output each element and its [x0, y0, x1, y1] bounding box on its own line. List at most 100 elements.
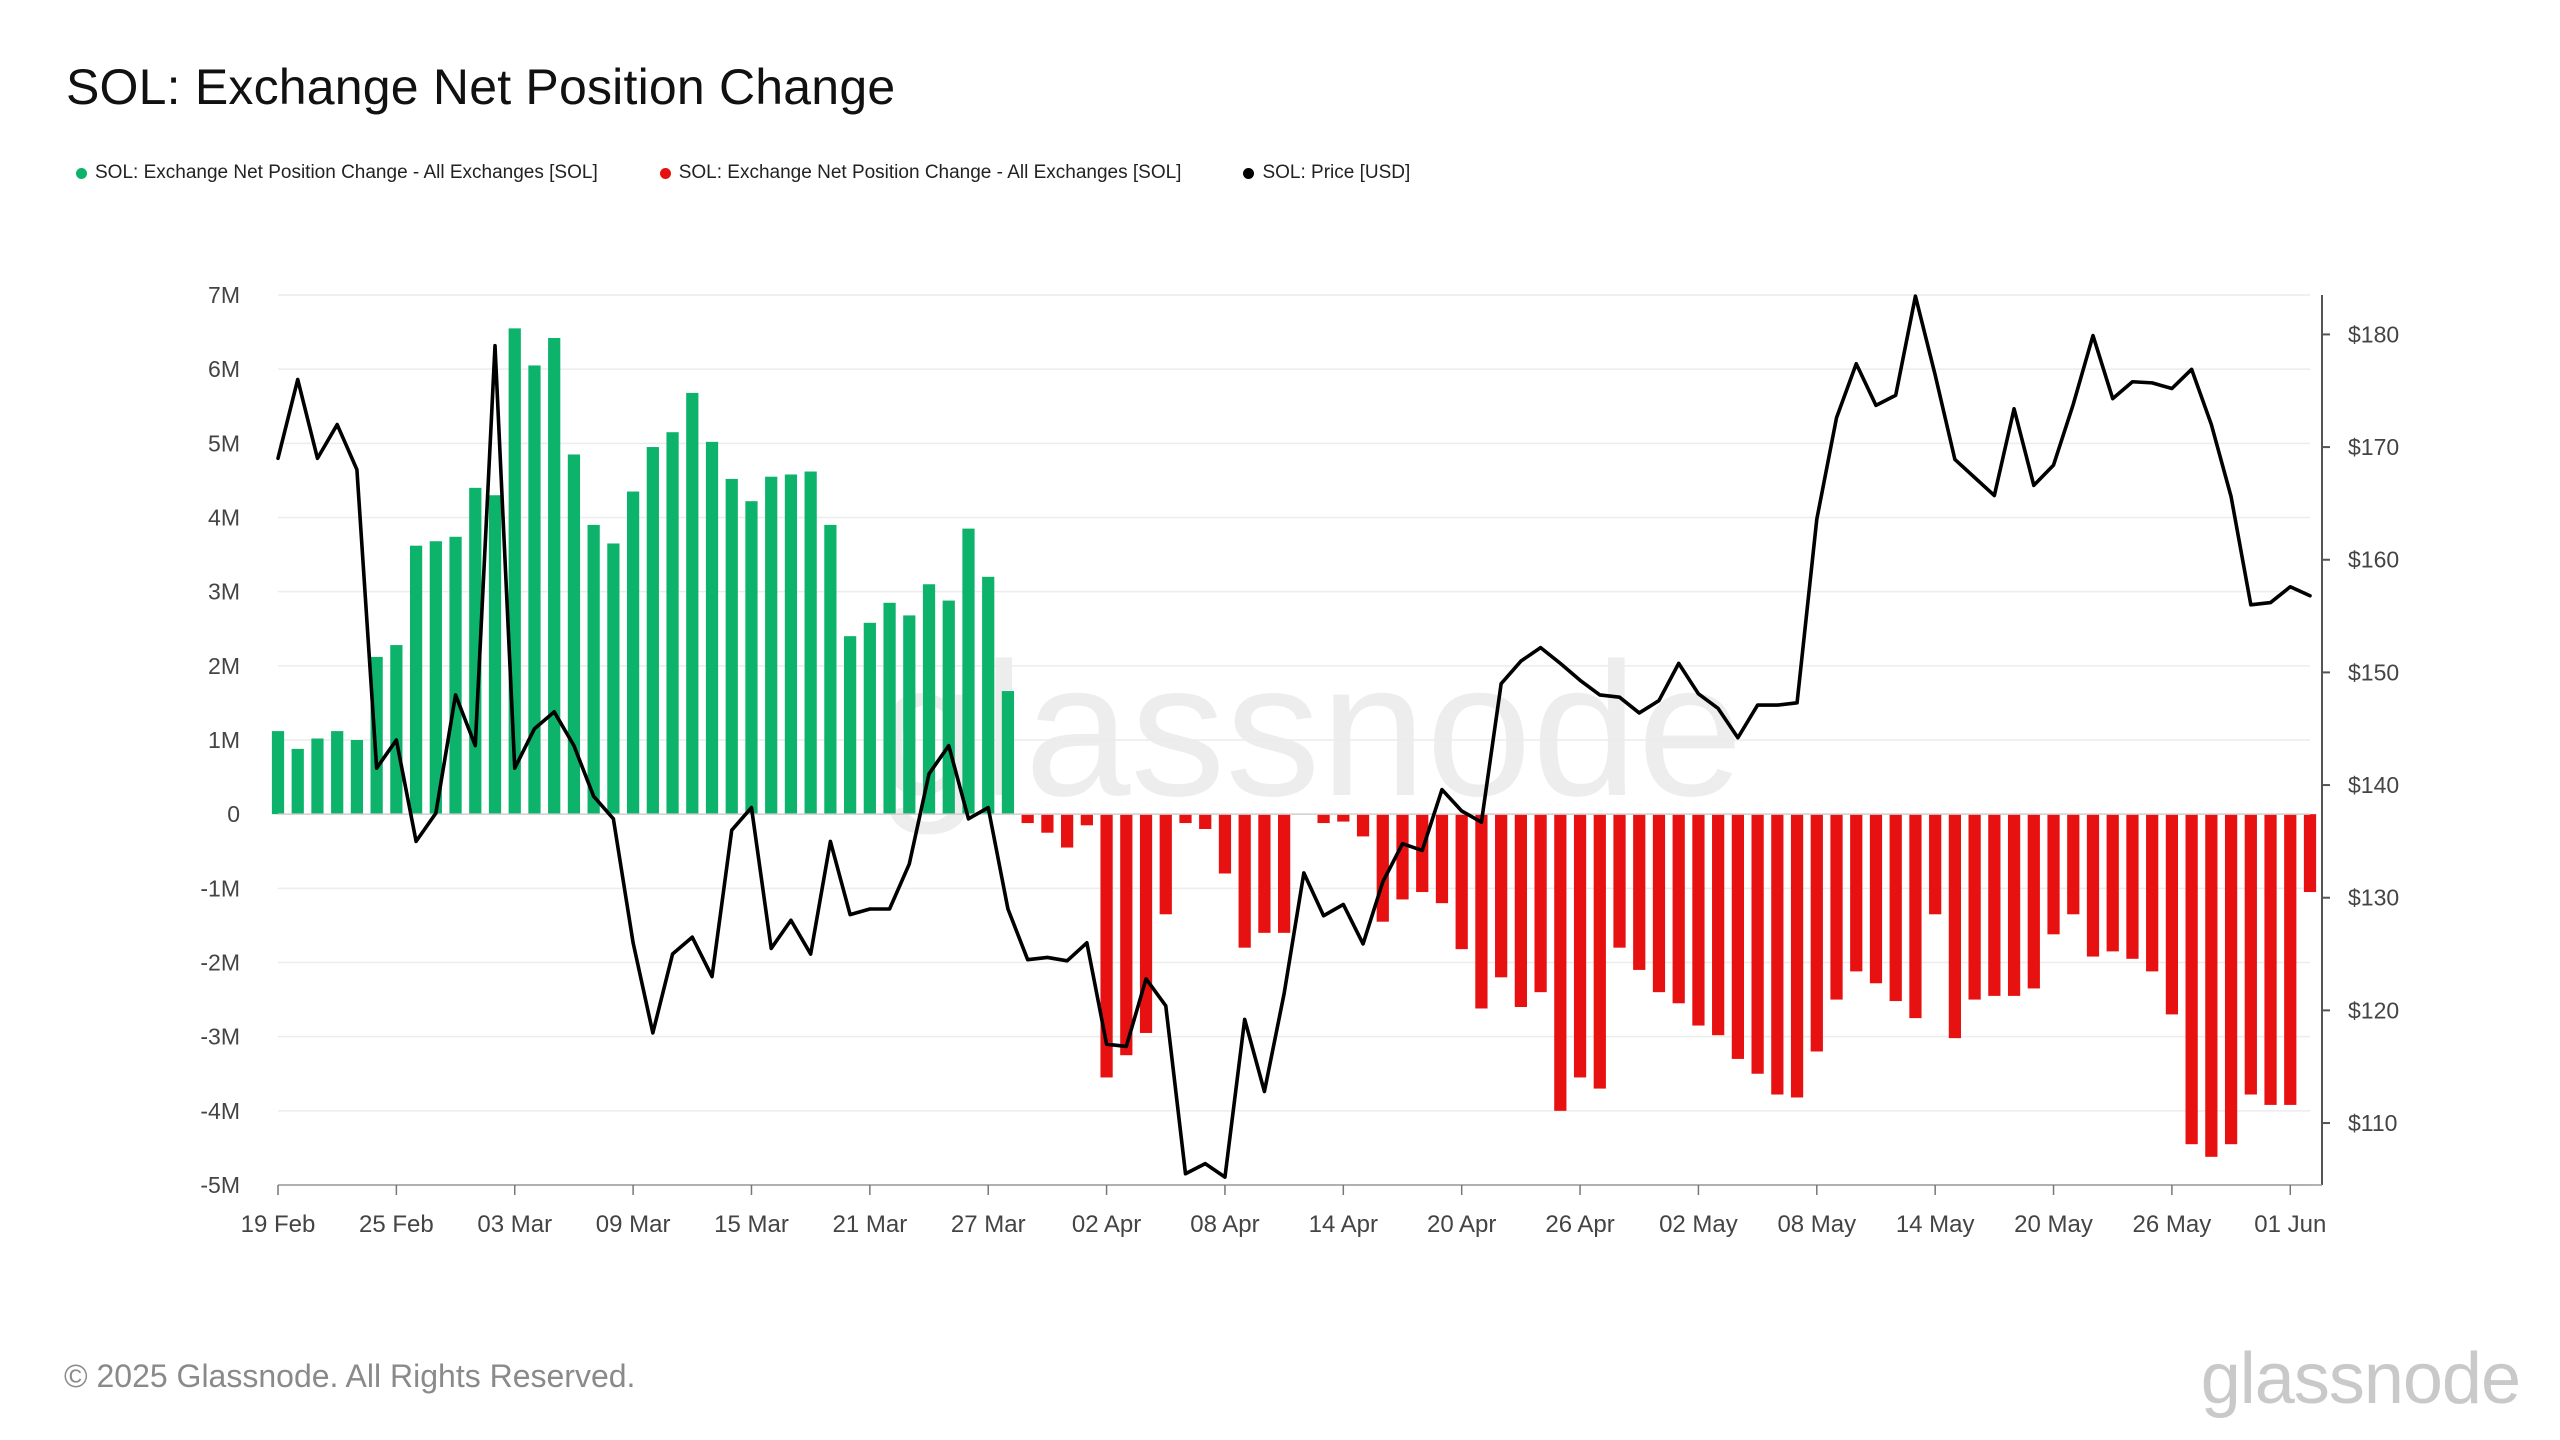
bar-positive: [331, 731, 344, 815]
left-axis-tick-label: -3M: [200, 1024, 240, 1050]
bar-positive: [922, 584, 936, 815]
legend-dot-red-icon: [659, 167, 671, 179]
x-axis-tick-label: 20 Apr: [1427, 1211, 1496, 1238]
bar-positive: [784, 474, 798, 815]
left-axis-tick-label: 3M: [208, 579, 240, 605]
bar-negative: [1021, 814, 1034, 824]
left-axis-tick-label: 2M: [208, 653, 240, 679]
bar-negative: [2047, 814, 2060, 935]
bar-negative: [1179, 814, 1192, 824]
x-axis-tick-label: 14 Apr: [1309, 1211, 1378, 1238]
right-axis-tick-label: $140: [2348, 772, 2399, 798]
bar-negative: [2027, 814, 2040, 989]
bar-negative: [1514, 814, 1527, 1007]
bar-negative: [1554, 814, 1567, 1111]
bar-positive: [350, 740, 364, 815]
legend-dot-black-icon: [1243, 167, 1255, 179]
bar-negative: [1909, 814, 1922, 1019]
bar-negative: [1652, 814, 1666, 993]
bar-negative: [1455, 814, 1468, 950]
legend-item-inflow[interactable]: SOL: Exchange Net Position Change - All …: [76, 162, 598, 184]
chart-title: SOL: Exchange Net Position Change: [66, 59, 896, 115]
bar-negative: [2086, 814, 2100, 957]
axes: 7M 6M 5M 4M 3M 2M 1M 0 -1M -2M -3M -4M -5M $180 $170 $1…: [200, 282, 2399, 1238]
bar-negative: [2205, 814, 2218, 1157]
gridlines: [278, 294, 2310, 1186]
bar-negative: [1850, 814, 1863, 972]
bar-positive: [567, 454, 581, 815]
bar-positive: [962, 528, 975, 815]
bar-negative: [1534, 814, 1547, 993]
bar-positive: [824, 524, 837, 815]
x-axis-tick-label: 02 Apr: [1072, 1211, 1141, 1238]
right-axis-tick-label: $150: [2348, 659, 2399, 685]
bar-negative: [1751, 814, 1764, 1074]
legend-dot-green-icon: [76, 167, 87, 179]
bar-positive: [765, 476, 778, 815]
legend-label-price: SOL: Price [USD]: [1262, 162, 1411, 183]
bar-negative: [1988, 814, 2001, 996]
bar-positive: [548, 338, 561, 815]
watermark: glassnode: [877, 624, 1743, 836]
right-axis-tick-label: $130: [2348, 885, 2399, 911]
bar-negative: [1435, 814, 1449, 904]
left-axis-tick-label: -2M: [200, 950, 240, 976]
bar-negative: [1593, 814, 1606, 1089]
bar-positive: [804, 471, 817, 815]
bar-positive: [942, 600, 955, 815]
bar-negative: [1100, 814, 1113, 1078]
x-axis-tick-label: 19 Feb: [241, 1211, 316, 1238]
bar-positive: [844, 636, 857, 815]
bar-negative: [1810, 814, 1823, 1052]
bar-negative: [1968, 814, 1981, 1000]
bar-positive: [686, 392, 699, 815]
legend-label-outflow: SOL: Exchange Net Position Change - All …: [678, 162, 1182, 183]
bar-negative: [1633, 814, 1646, 970]
x-axis-tick-label: 08 Apr: [1190, 1211, 1259, 1238]
x-axis-tick-label: 21 Mar: [832, 1211, 907, 1238]
bar-negative: [1948, 814, 1962, 1039]
x-axis-tick-label: 14 May: [1896, 1211, 1975, 1238]
bar-negative: [1692, 814, 1705, 1026]
bar-negative: [2224, 814, 2238, 1145]
bar-negative: [1396, 814, 1409, 900]
bar-positive: [390, 645, 403, 815]
bar-series: [271, 328, 2317, 1157]
bar-positive: [705, 441, 719, 815]
legend-item-outflow[interactable]: SOL: Exchange Net Position Change - All …: [659, 162, 1182, 184]
bar-positive: [429, 541, 442, 815]
bar-negative: [1376, 814, 1389, 922]
bar-positive: [311, 738, 324, 815]
bar-positive: [607, 543, 620, 815]
left-axis-tick-label: -5M: [200, 1172, 240, 1198]
bar-negative: [1238, 814, 1251, 948]
legend-item-price[interactable]: SOL: Price [USD]: [1243, 162, 1410, 184]
bar-negative: [1159, 814, 1172, 915]
bar-negative: [1356, 814, 1370, 837]
right-axis-tick-label: $170: [2348, 434, 2399, 460]
chart-legend: SOL: Exchange Net Position Change - All …: [76, 162, 1472, 184]
left-axis-tick-label: -4M: [200, 1098, 240, 1124]
bar-negative: [1889, 814, 1902, 1002]
bar-positive: [409, 545, 423, 815]
left-axis-tick-label: -1M: [200, 875, 240, 901]
bar-negative: [2067, 814, 2080, 915]
right-axis-tick-label: $180: [2348, 321, 2399, 347]
bar-negative: [1061, 814, 1074, 848]
bar-positive: [626, 491, 640, 815]
bar-negative: [1416, 814, 1429, 893]
bar-positive: [271, 731, 285, 815]
bar-negative: [1080, 814, 1093, 826]
x-axis-tick-label: 03 Mar: [477, 1211, 552, 1238]
left-axis-tick-label: 4M: [208, 505, 240, 531]
left-axis-tick-label: 1M: [208, 727, 240, 753]
left-axis-tick-label: 6M: [208, 356, 240, 382]
bar-negative: [1495, 814, 1508, 978]
bar-negative: [1041, 814, 1054, 833]
left-axis-tick-label: 0: [227, 801, 240, 827]
bar-negative: [2244, 814, 2257, 1095]
bar-positive: [725, 478, 738, 815]
bar-negative: [1613, 814, 1626, 948]
bar-negative: [1278, 814, 1291, 933]
